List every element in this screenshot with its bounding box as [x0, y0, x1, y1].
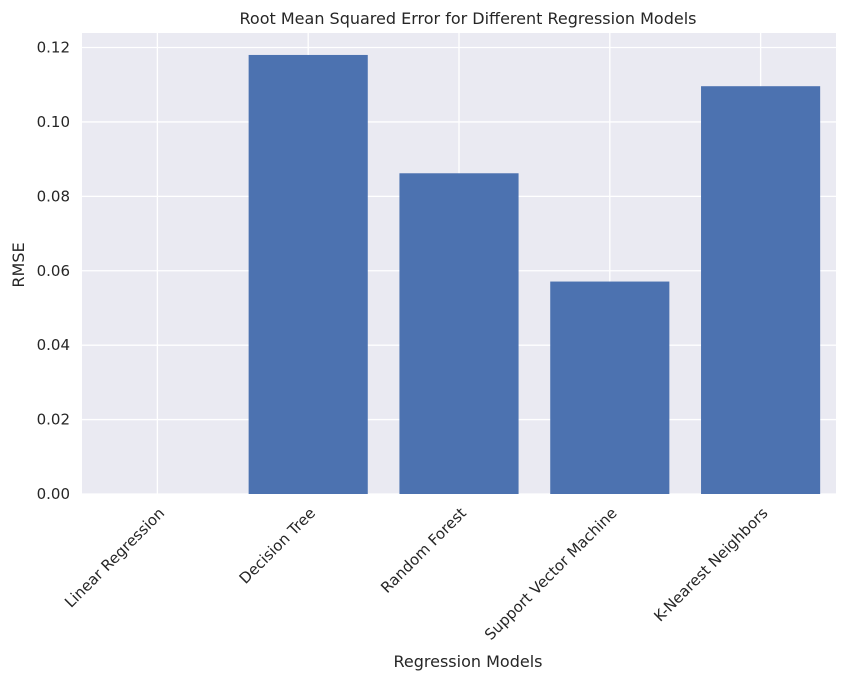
y-tick-label: 0.00 — [37, 485, 70, 503]
x-tick-label: Random Forest — [377, 504, 470, 597]
y-tick-label: 0.02 — [37, 411, 70, 429]
x-tick-label: Decision Tree — [236, 504, 319, 587]
bar-support-vector-machine — [550, 281, 670, 494]
x-tick-label: Linear Regression — [61, 504, 168, 611]
bars — [248, 54, 821, 495]
y-tick-label: 0.08 — [37, 187, 70, 205]
y-axis-label: RMSE — [9, 242, 28, 287]
bar-decision-tree — [248, 54, 368, 494]
bar-k-nearest-neighbors — [701, 86, 821, 495]
y-tick-label: 0.06 — [37, 262, 70, 280]
x-tick-label: K-Nearest Neighbors — [650, 504, 771, 625]
y-tick-label: 0.04 — [37, 336, 70, 354]
bar-random-forest — [399, 173, 519, 495]
x-axis-ticks: Linear Regression Decision Tree Random For… — [61, 504, 771, 644]
chart-title: Root Mean Squared Error for Different Re… — [240, 9, 697, 28]
y-tick-label: 0.12 — [37, 39, 70, 57]
x-tick-label: Support Vector Machine — [481, 504, 621, 644]
y-axis-ticks: 0.00 0.02 0.04 0.06 0.08 0.10 0.12 — [37, 39, 70, 503]
y-tick-label: 0.10 — [37, 113, 70, 131]
x-axis-label: Regression Models — [394, 652, 543, 671]
